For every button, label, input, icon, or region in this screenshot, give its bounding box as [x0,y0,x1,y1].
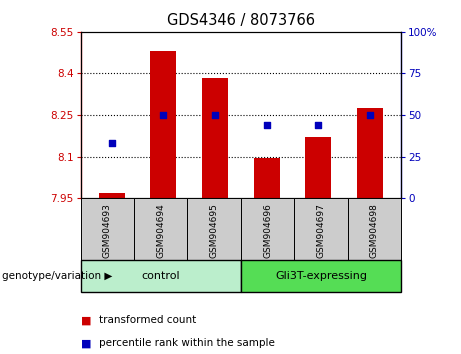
Bar [150,51,176,198]
Point [315,122,322,128]
Text: GSM904696: GSM904696 [263,203,272,258]
Point [160,112,167,118]
Text: GSM904698: GSM904698 [370,203,379,258]
Bar [254,158,280,198]
Point [366,112,374,118]
Point [108,141,115,146]
Text: ■: ■ [81,338,95,348]
Text: GSM904694: GSM904694 [156,203,165,258]
Text: genotype/variation ▶: genotype/variation ▶ [2,271,112,281]
Text: control: control [142,271,180,281]
Text: transformed count: transformed count [99,315,196,325]
Text: ■: ■ [81,315,95,325]
Title: GDS4346 / 8073766: GDS4346 / 8073766 [167,13,315,28]
Text: GSM904695: GSM904695 [210,203,219,258]
Point [211,112,219,118]
Bar [202,78,228,198]
Point [263,122,271,128]
Bar [357,108,383,198]
Bar [306,137,331,198]
Text: GSM904697: GSM904697 [316,203,325,258]
Text: GSM904693: GSM904693 [103,203,112,258]
Text: Gli3T-expressing: Gli3T-expressing [275,271,367,281]
Bar [99,193,124,198]
Text: percentile rank within the sample: percentile rank within the sample [99,338,275,348]
